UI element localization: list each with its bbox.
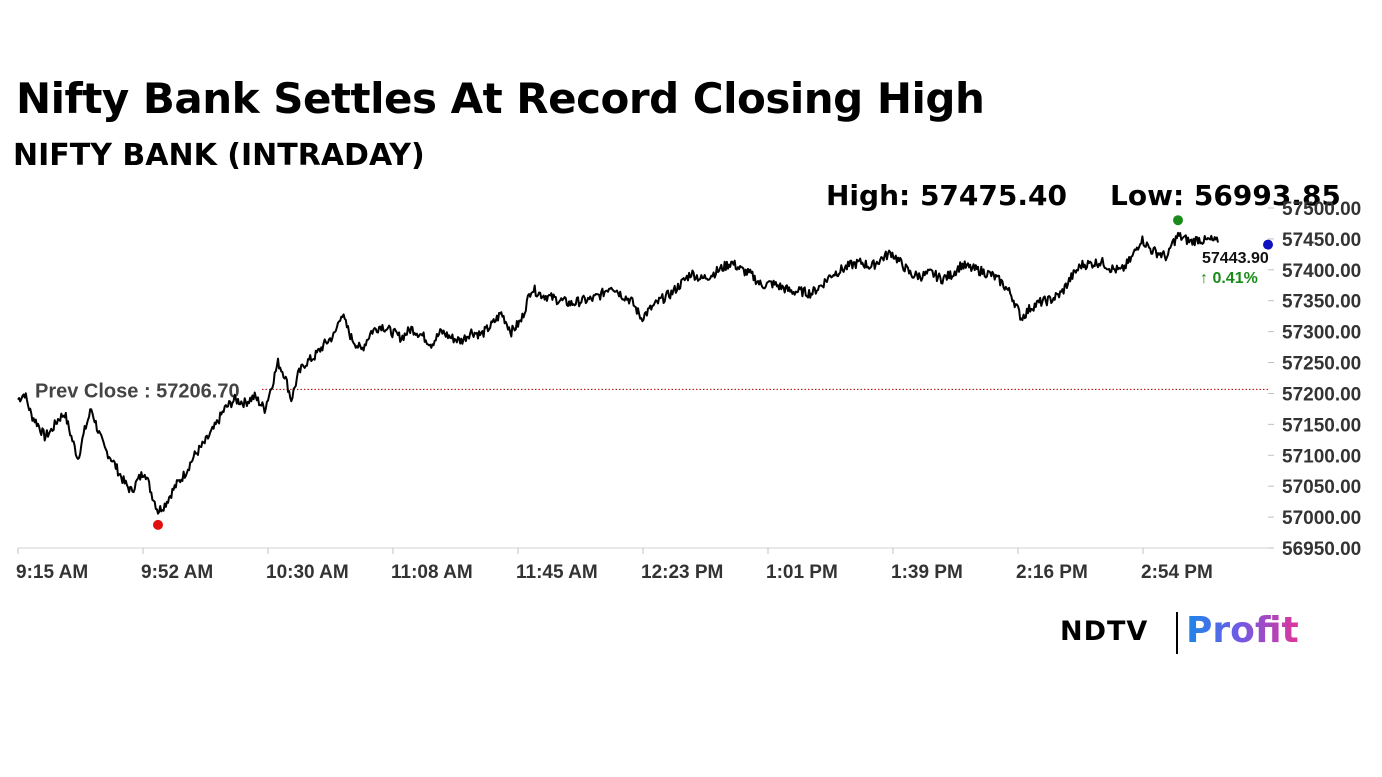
y-tick-label: 57050.00: [1282, 477, 1361, 498]
last-price-marker: [1263, 239, 1273, 250]
x-tick-label: 1:39 PM: [891, 562, 963, 583]
y-tick-label: 57200.00: [1282, 384, 1361, 405]
y-tick-label: 57150.00: [1282, 415, 1361, 436]
day-high-marker: [1173, 215, 1183, 226]
y-tick-label: 57250.00: [1282, 354, 1361, 375]
change-percent-label: ↑ 0.41%: [1200, 270, 1258, 287]
x-tick-label: 12:23 PM: [641, 562, 723, 583]
x-tick-label: 9:52 AM: [141, 562, 213, 583]
logo-ndtv-text: NDTV: [1060, 616, 1149, 647]
y-tick-label: 57500.00: [1282, 199, 1361, 220]
x-tick-label: 1:01 PM: [766, 562, 838, 583]
logo-separator: [1176, 612, 1178, 654]
price-line: [17, 231, 1219, 515]
logo-profit-text: Profit: [1186, 610, 1299, 651]
y-tick-label: 57450.00: [1282, 230, 1361, 251]
last-price-label: 57443.90: [1202, 250, 1269, 267]
day-low-marker: [153, 519, 163, 530]
x-tick-label: 11:45 AM: [516, 562, 598, 583]
chart-subtitle: NIFTY BANK (INTRADAY): [13, 138, 425, 173]
y-tick-label: 57300.00: [1282, 323, 1361, 344]
y-tick-label: 56950.00: [1282, 539, 1361, 560]
y-tick-label: 57400.00: [1282, 261, 1361, 282]
y-tick-label: 57000.00: [1282, 508, 1361, 529]
x-tick-label: 10:30 AM: [266, 562, 349, 583]
x-tick-label: 11:08 AM: [391, 562, 473, 583]
day-low-label: Low: 56993.85: [1110, 179, 1341, 212]
x-tick-label: 9:15 AM: [16, 562, 88, 583]
headline: Nifty Bank Settles At Record Closing Hig…: [16, 74, 985, 123]
prev-close-label: Prev Close : 57206.70: [35, 380, 240, 402]
x-tick-label: 2:16 PM: [1016, 562, 1088, 583]
day-high-label: High: 57475.40: [826, 179, 1067, 212]
x-tick-label: 2:54 PM: [1141, 562, 1213, 583]
y-tick-label: 57100.00: [1282, 446, 1361, 467]
y-tick-label: 57350.00: [1282, 292, 1361, 313]
